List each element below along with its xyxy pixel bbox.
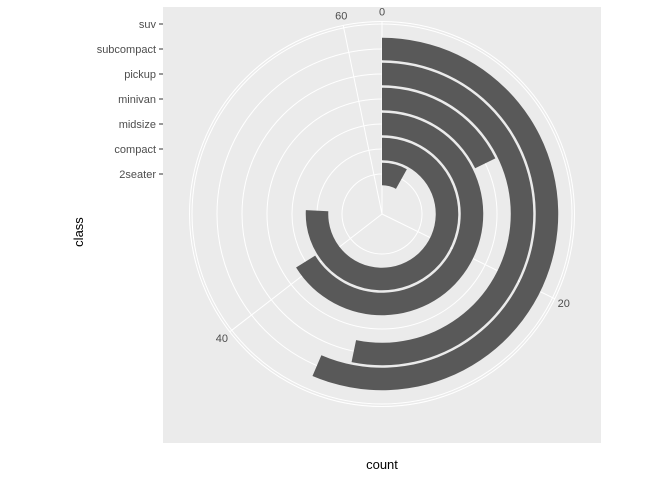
angular-axis-title: count (366, 457, 398, 472)
radial-tick-label-compact: compact (114, 144, 156, 156)
bar-arcs (296, 37, 559, 391)
radial-tick-label-suv: suv (139, 19, 157, 31)
radial-tick-label-2seater: 2seater (119, 169, 156, 181)
radial-tick-label-pickup: pickup (124, 69, 156, 81)
angle-tick-label-60: 60 (335, 11, 347, 23)
angle-tick-labels: 0 20 40 60 (216, 7, 570, 345)
bar-minivan (382, 87, 496, 169)
angle-tick-label-0: 0 (379, 7, 385, 19)
bar-compact (305, 137, 459, 291)
bar-pickup (351, 62, 534, 366)
radial-tick-label-subcompact: subcompact (97, 44, 156, 56)
bar-2seater (382, 162, 407, 189)
radial-tick-label-minivan: minivan (118, 94, 156, 106)
radial-tick-label-midsize: midsize (119, 119, 156, 131)
angle-tick-label-40: 40 (216, 333, 228, 345)
angle-tick-label-20: 20 (558, 298, 570, 310)
radial-axis: 2seater compact midsize minivan pickup subcom… (97, 19, 163, 181)
grid-spoke-60 (342, 25, 383, 215)
radial-axis-title: class (71, 217, 86, 247)
